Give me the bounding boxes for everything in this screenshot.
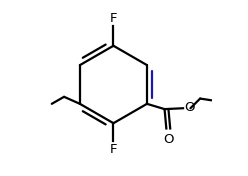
Text: F: F [110, 143, 117, 156]
Text: F: F [110, 12, 117, 25]
Text: O: O [163, 133, 174, 146]
Text: O: O [185, 101, 195, 114]
